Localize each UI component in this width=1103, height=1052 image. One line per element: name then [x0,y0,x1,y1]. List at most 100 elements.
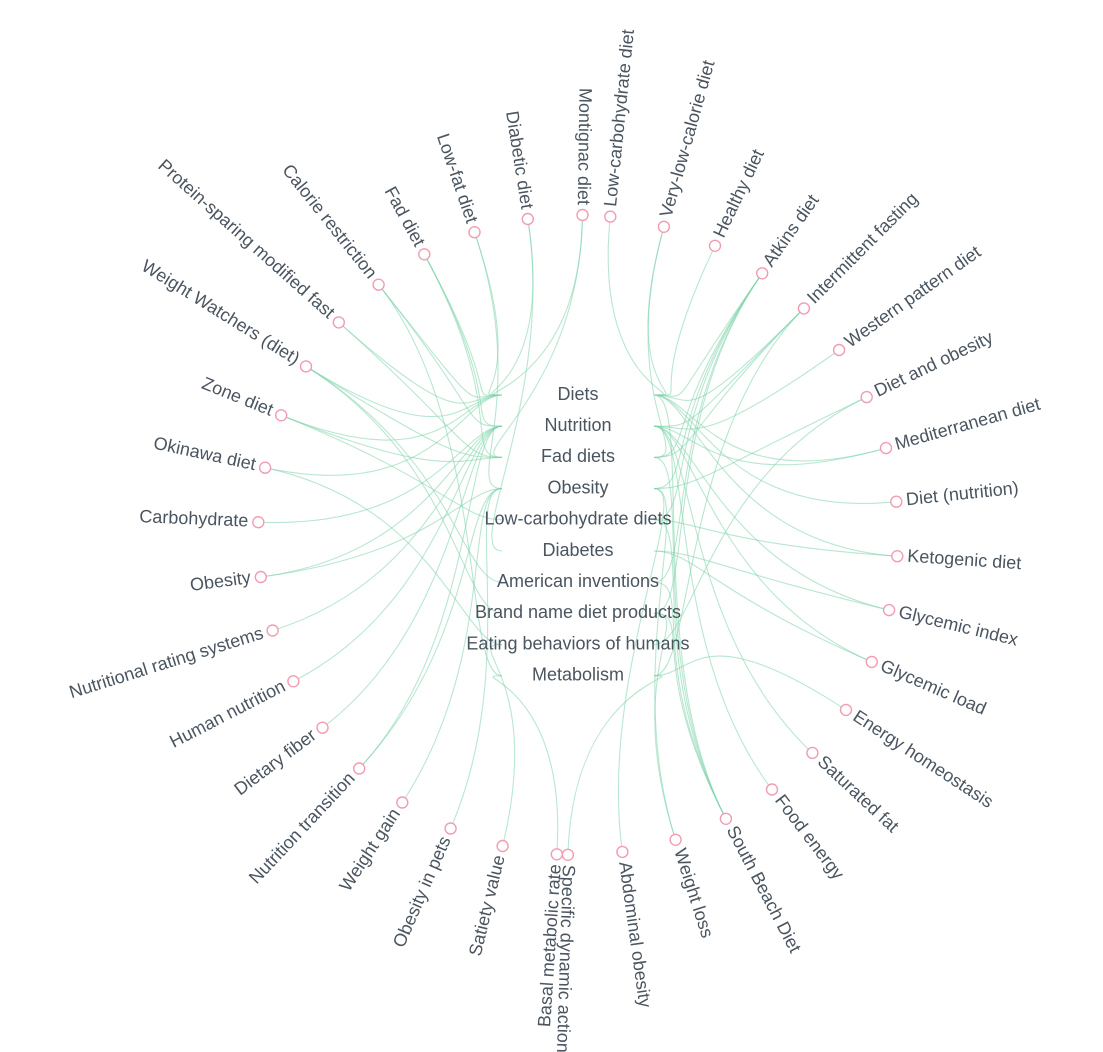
link-food-energy-to-nutrition [653,425,773,790]
node-circle-south-beach-diet[interactable] [719,812,733,825]
node-label-fad-diet: Fad diet [381,183,430,250]
link-obesity-in-pets-to-obesity [450,488,503,829]
link-dietary-fiber-to-nutrition [322,425,503,729]
node-circle-atkins-diet[interactable] [756,267,769,280]
link-protein-sparing-modified-fast-to-fad-diets [338,321,503,458]
node-label-okinawa-diet: Okinawa diet [152,433,258,474]
link-mediterranean-diet-to-diets [653,394,887,462]
link-intermittent-fasting-to-metabolism [653,308,805,677]
link-zone-diet-to-diets [280,394,503,441]
category-label-brand-name-diet-products: Brand name diet products [475,602,681,622]
node-circle-saturated-fat[interactable] [806,746,819,760]
node-circle-obesity-in-pets[interactable] [444,822,457,835]
node-circle-glycemic-load[interactable] [865,655,878,669]
link-protein-sparing-modified-fast-to-diets [338,321,503,404]
node-label-diet-and-obesity: Diet and obesity [871,327,996,401]
category-label-metabolism: Metabolism [532,665,624,685]
link-weight-watchers-diet-to-american-inventions [305,365,503,583]
link-layer [258,214,898,855]
link-low-fat-diet-to-obesity [473,232,503,490]
node-circle-food-energy[interactable] [765,783,779,796]
node-circle-zone-diet[interactable] [275,409,288,422]
node-label-nutrition-transition: Nutrition transition [245,768,359,888]
link-glycemic-index-to-nutrition [653,425,890,611]
node-circle-okinawa-diet[interactable] [258,461,272,474]
node-circle-fad-diet[interactable] [418,248,431,261]
category-label-diabetes: Diabetes [542,540,613,560]
link-nutritional-rating-systems-to-nutrition [272,425,503,632]
link-weight-loss-to-obesity [653,488,677,840]
node-label-satiety-value: Satiety value [465,853,509,958]
node-circle-specific-dynamic-action[interactable] [561,848,575,861]
link-energy-homeostasis-to-metabolism [653,655,847,711]
node-circle-low-carbohydrate-diet[interactable] [604,210,617,223]
node-circle-ketogenic-diet[interactable] [891,550,904,563]
node-circle-weight-watchers-diet[interactable] [299,360,313,373]
node-label-atkins-diet: Atkins diet [759,191,823,270]
node-label-food-energy: Food energy [771,791,848,884]
link-atkins-diet-to-brand-name-diet-products [653,272,763,614]
node-circle-diet-nutrition[interactable] [890,495,903,508]
node-circle-weight-loss[interactable] [669,833,682,846]
node-label-low-fat-diet: Low-fat diet [433,131,482,226]
node-circle-abdominal-obesity[interactable] [616,845,629,859]
node-label-low-carbohydrate-diet: Low-carbohydrate diet [600,28,638,207]
node-circle-protein-sparing-modified-fast[interactable] [332,316,345,329]
node-circle-satiety-value[interactable] [496,839,509,853]
category-label-eating-behaviors-of-humans: Eating behaviors of humans [466,633,689,653]
node-label-ketogenic-diet: Ketogenic diet [907,546,1022,574]
node-circle-obesity[interactable] [254,570,267,584]
link-glycemic-load-to-diabetes [653,550,873,663]
category-label-fad-diets: Fad diets [541,446,615,466]
node-circle-carbohydrate[interactable] [252,516,265,529]
link-south-beach-diet-to-diets [653,394,727,820]
link-diabetic-diet-to-diabetes [491,218,534,552]
node-circle-nutrition-transition[interactable] [353,762,366,775]
link-human-nutrition-to-nutrition [293,425,503,682]
link-weight-watchers-diet-to-diets [305,365,503,418]
link-low-carbohydrate-diet-to-diets [607,216,664,396]
node-circle-mediterranean-diet[interactable] [879,441,893,455]
node-circle-glycemic-index[interactable] [882,603,896,617]
link-diet-and-obesity-to-obesity [653,396,867,490]
link-glycemic-index-to-diabetes [653,550,890,611]
node-circle-dietary-fiber[interactable] [316,721,329,734]
node-circle-human-nutrition[interactable] [287,675,300,688]
link-intermittent-fasting-to-diets [653,308,805,401]
link-diet-and-obesity-to-eating-behaviors-of-humans [653,396,867,646]
node-circle-low-fat-diet[interactable] [468,225,481,239]
node-label-obesity: Obesity [189,567,252,595]
node-circle-very-low-calorie-diet[interactable] [657,220,671,234]
link-obesity-to-obesity [260,488,503,578]
link-weight-loss-to-brand-name-diet-products [653,612,677,840]
node-label-mediterranean-diet: Mediterranean diet [893,394,1043,454]
node-circle-montignac-diet[interactable] [576,208,589,222]
node-label-healthy-diet: Healthy diet [709,146,768,240]
node-circle-calorie-restriction[interactable] [372,278,385,291]
node-label-zone-diet: Zone diet [199,373,276,420]
link-very-low-calorie-diet-to-diets [647,226,667,396]
node-circle-energy-homeostasis[interactable] [839,703,853,717]
node-circle-intermittent-fasting[interactable] [797,302,811,315]
node-label-montignac-diet: Montignac diet [574,88,596,205]
link-south-beach-diet-to-fad-diets [653,456,727,820]
node-circle-basal-metabolic-rate[interactable] [550,848,563,861]
link-saturated-fat-to-nutrition [653,425,813,754]
link-south-beach-diet-to-low-carbohydrate-diets [653,519,727,820]
node-circle-weight-gain[interactable] [396,796,409,809]
node-circle-nutritional-rating-systems[interactable] [266,624,279,637]
node-label-weight-gain: Weight gain [335,805,404,895]
node-circle-diabetic-diet[interactable] [521,212,534,226]
link-calorie-restriction-to-metabolism [378,284,503,677]
link-calorie-restriction-to-nutrition [378,284,503,427]
link-south-beach-diet-to-brand-name-diet-products [653,612,727,820]
link-weight-gain-to-obesity [401,488,503,803]
link-satiety-value-to-eating-behaviors-of-humans [490,644,516,847]
link-okinawa-diet-to-diets [264,394,503,476]
link-ketogenic-diet-to-low-carbohydrate-diets [653,519,898,557]
node-circle-healthy-diet[interactable] [708,239,722,253]
node-circle-western-pattern-diet[interactable] [832,343,846,357]
link-abdominal-obesity-to-obesity [617,488,665,852]
link-specific-dynamic-action-to-metabolism [567,675,663,855]
node-circle-diet-and-obesity[interactable] [860,390,873,404]
